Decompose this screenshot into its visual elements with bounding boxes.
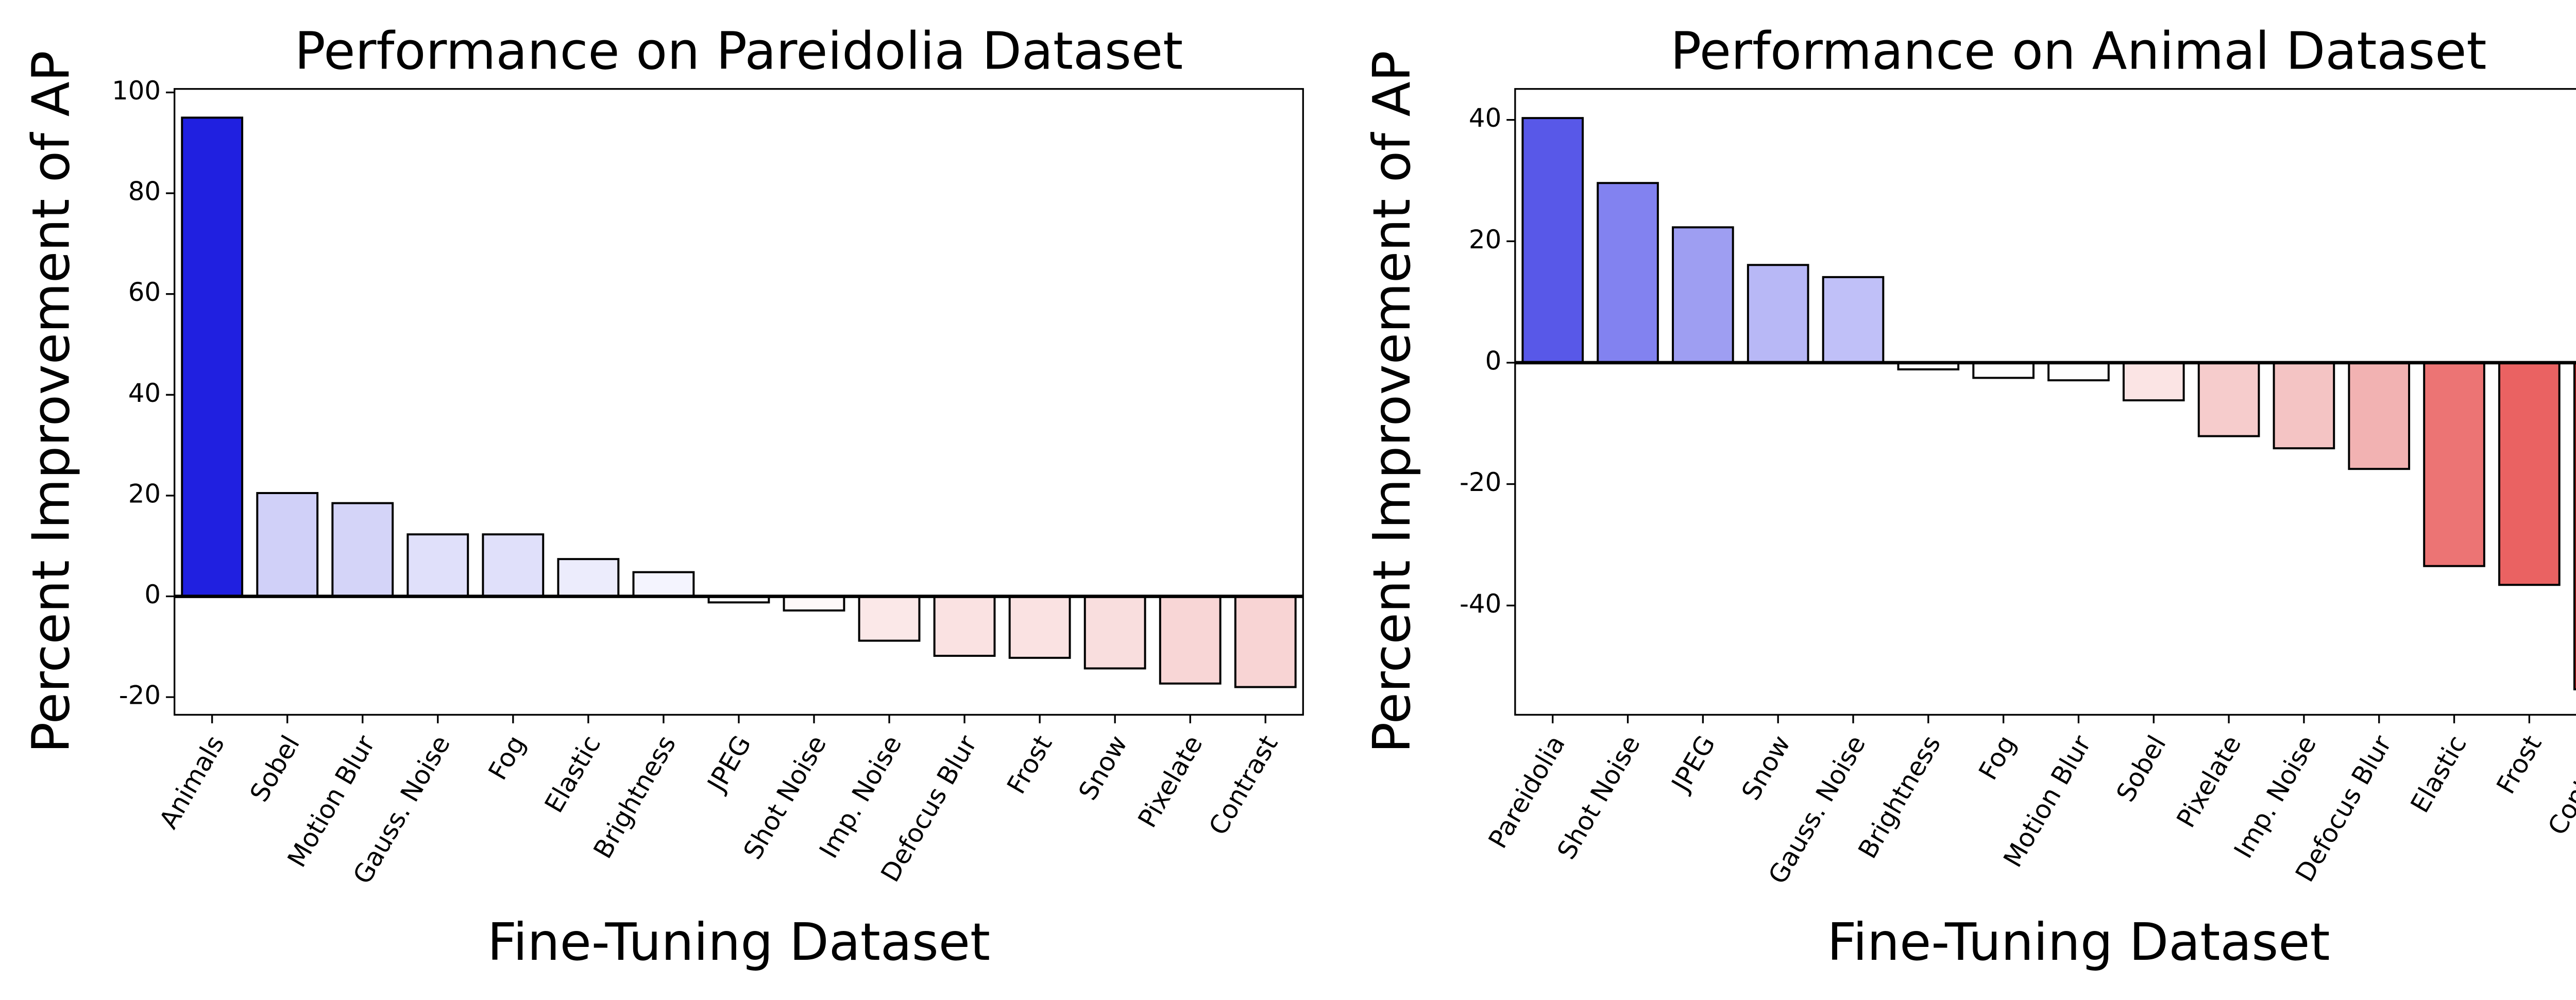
chart-title: Performance on Pareidolia Dataset — [295, 22, 1183, 81]
y-tick-label: 60 — [128, 277, 161, 307]
bar — [2047, 361, 2110, 382]
bar — [1822, 276, 1885, 364]
bar — [181, 116, 244, 598]
x-tick-label: Frost — [1001, 731, 1058, 799]
y-tick-label: 20 — [1469, 225, 1501, 255]
bar — [1747, 264, 1809, 364]
bar — [1008, 595, 1071, 659]
bar — [1234, 595, 1297, 688]
x-tick-label: Contrast — [2542, 731, 2576, 840]
x-axis-label: Fine-Tuning Dataset — [1827, 913, 2330, 972]
bar — [1159, 595, 1222, 685]
bar — [632, 571, 695, 598]
bar — [2348, 361, 2411, 470]
plot-frame — [1514, 88, 2576, 716]
y-tick-label: 0 — [1485, 346, 1502, 376]
x-tick-label: Animals — [154, 731, 230, 834]
x-tick-label: Fog — [483, 731, 532, 785]
bar — [1083, 595, 1146, 670]
y-tick-label: -20 — [1460, 467, 1501, 497]
bar — [557, 558, 620, 598]
bar — [406, 533, 469, 598]
bar — [2573, 361, 2576, 690]
x-tick-label: Fog — [1973, 731, 2022, 785]
bar — [482, 533, 545, 598]
chart-title: Performance on Animal Dataset — [1670, 22, 2486, 81]
y-axis-label: Percent Improvement of AP — [1363, 50, 1422, 753]
bar — [2197, 361, 2260, 437]
x-tick-label: JPEG — [1665, 731, 1721, 798]
bar — [256, 492, 319, 598]
plot-frame — [174, 88, 1304, 716]
x-tick-label: JPEG — [701, 731, 757, 798]
bar — [2423, 361, 2485, 567]
bar — [2122, 361, 2185, 402]
x-tick-label: Elastic — [539, 731, 606, 818]
bar — [933, 595, 996, 657]
bar — [2498, 361, 2561, 586]
x-tick-label: Sobel — [244, 731, 306, 807]
x-tick-label: Contrast — [1203, 731, 1284, 840]
bar — [1972, 361, 2035, 379]
y-tick-label: 80 — [128, 177, 161, 207]
x-axis-label: Fine-Tuning Dataset — [487, 913, 990, 972]
y-tick-label: -20 — [119, 681, 161, 710]
bar — [1521, 117, 1584, 364]
bar — [1597, 182, 1659, 364]
x-tick-label: Sobel — [2110, 731, 2172, 807]
y-tick-label: 40 — [128, 378, 161, 408]
x-tick-label: Snow — [1736, 731, 1796, 805]
x-tick-label: Frost — [2490, 731, 2547, 799]
x-tick-label: Pareidolia — [1483, 731, 1571, 854]
x-tick-label: Elastic — [2404, 731, 2472, 818]
y-tick-label: 0 — [144, 580, 161, 609]
bar — [783, 595, 845, 612]
y-tick-label: 20 — [128, 479, 161, 509]
y-tick-label: -40 — [1460, 589, 1501, 619]
bar — [2273, 361, 2335, 450]
y-tick-label: 100 — [112, 76, 161, 106]
bar — [858, 595, 921, 642]
x-tick-label: Pixelate — [2171, 731, 2247, 833]
bar — [331, 502, 394, 598]
x-tick-label: Snow — [1073, 731, 1133, 805]
y-tick-label: 40 — [1469, 103, 1501, 133]
x-tick-label: Pixelate — [1132, 731, 1208, 833]
y-axis-label: Percent Improvement of AP — [22, 50, 81, 753]
bar — [1672, 226, 1734, 364]
